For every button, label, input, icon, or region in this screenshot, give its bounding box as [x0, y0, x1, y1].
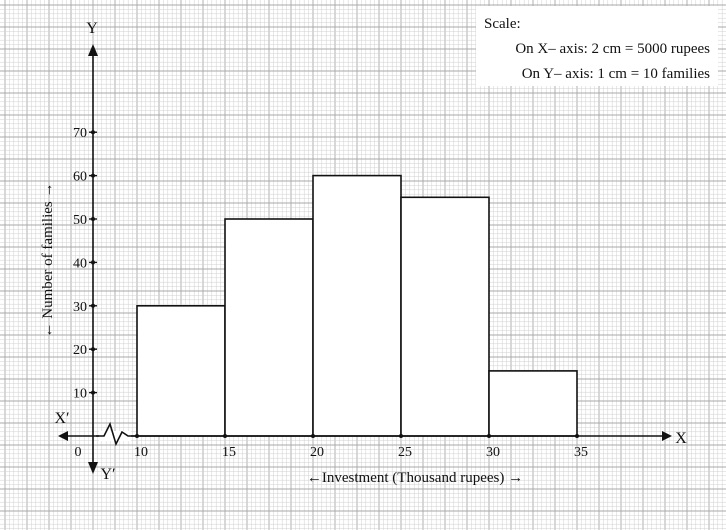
histogram-bar-2: [224, 218, 314, 437]
y-tick-label: 20: [73, 343, 87, 358]
histogram-bar-3: [312, 174, 402, 437]
y-tick-dot: [91, 217, 95, 221]
y-negative-arrowhead: [88, 462, 98, 474]
scale-title: Scale:: [484, 16, 521, 32]
x-tick-label: 20: [310, 445, 324, 460]
histogram-bar-1: [136, 304, 226, 437]
y-tick-label: 50: [73, 213, 87, 228]
y-axis-title: ← Number of families →: [40, 183, 56, 338]
y-tick-dot: [91, 130, 95, 135]
x-axis-name: X: [675, 430, 687, 447]
x-tick-dot: [311, 434, 315, 438]
x-negative-axis-name: X′: [54, 410, 69, 427]
axes: [58, 44, 672, 474]
histogram-bars: [136, 174, 578, 437]
axis-break-mask: [99, 431, 131, 441]
x-tick-dot: [399, 434, 403, 438]
x-tick-label: 25: [398, 445, 412, 460]
x-axis-title: ←Investment (Thousand rupees) →: [307, 470, 523, 486]
y-tick-dot: [91, 303, 95, 308]
y-tick-label: 40: [73, 256, 87, 271]
y-tick-dot: [91, 173, 95, 178]
y-tick-dot: [91, 260, 95, 265]
x-tick-dot: [223, 434, 227, 438]
y-axis-arrowhead: [88, 44, 98, 56]
x-tick-label: 10: [134, 445, 148, 460]
scale-y-note: On Y– axis: 1 cm = 10 families: [522, 66, 710, 82]
y-tick-label: 30: [73, 300, 87, 315]
histogram-bar-4: [400, 196, 490, 437]
y-axis-name: Y: [86, 20, 98, 37]
x-negative-arrowhead: [58, 431, 68, 441]
y-tick-label: 70: [73, 126, 87, 141]
x-tick-label: 30: [486, 445, 500, 460]
x-tick-dot: [487, 434, 491, 438]
x-tick-dot: [575, 434, 579, 438]
origin-label: 0: [75, 445, 82, 460]
y-tick-label: 60: [73, 170, 87, 185]
x-tick-label: 15: [222, 445, 236, 460]
y-tick-label: 10: [73, 387, 87, 402]
scale-legend: Scale: On X– axis: 2 cm = 5000 rupees On…: [476, 6, 718, 86]
x-axis-arrowhead: [662, 431, 672, 441]
scale-x-note: On X– axis: 2 cm = 5000 rupees: [515, 41, 710, 57]
y-negative-axis-name: Y′: [100, 466, 115, 483]
histogram-bar-5: [488, 370, 578, 437]
y-tick-dot: [91, 347, 95, 352]
axis-break-kink: [96, 421, 137, 447]
y-tick-dot: [91, 390, 95, 395]
x-tick-label: 35: [574, 445, 588, 460]
axis-labels: 10 20 30 40 50 60 70 10 15 20 25 30 35: [73, 126, 588, 460]
x-tick-dot: [135, 434, 139, 438]
